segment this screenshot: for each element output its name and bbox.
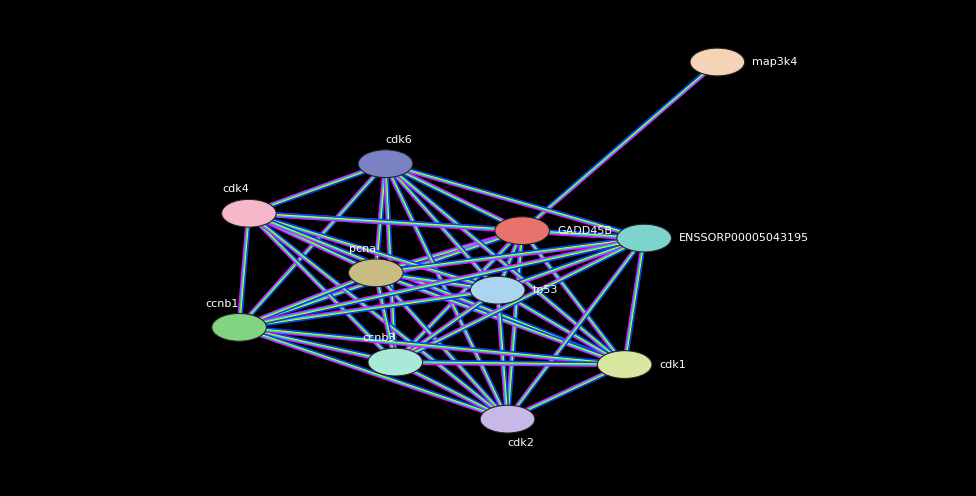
Circle shape bbox=[368, 348, 423, 376]
Text: pcna: pcna bbox=[348, 244, 376, 254]
Text: ccnb3: ccnb3 bbox=[362, 333, 395, 343]
Text: cdk2: cdk2 bbox=[508, 438, 535, 448]
Circle shape bbox=[348, 259, 403, 287]
Circle shape bbox=[617, 224, 671, 252]
Text: cdk4: cdk4 bbox=[222, 185, 249, 194]
Text: cdk1: cdk1 bbox=[660, 360, 686, 370]
Text: tp53: tp53 bbox=[533, 285, 558, 295]
Circle shape bbox=[690, 48, 745, 76]
Circle shape bbox=[597, 351, 652, 378]
Circle shape bbox=[495, 217, 549, 245]
Text: map3k4: map3k4 bbox=[752, 57, 797, 67]
Text: ENSSORP00005043195: ENSSORP00005043195 bbox=[679, 233, 809, 243]
Circle shape bbox=[358, 150, 413, 178]
Text: GADD45B: GADD45B bbox=[557, 226, 612, 236]
Text: ccnb1: ccnb1 bbox=[206, 299, 239, 309]
Circle shape bbox=[222, 199, 276, 227]
Circle shape bbox=[212, 313, 266, 341]
Circle shape bbox=[480, 405, 535, 433]
Circle shape bbox=[470, 276, 525, 304]
Text: cdk6: cdk6 bbox=[386, 135, 412, 145]
